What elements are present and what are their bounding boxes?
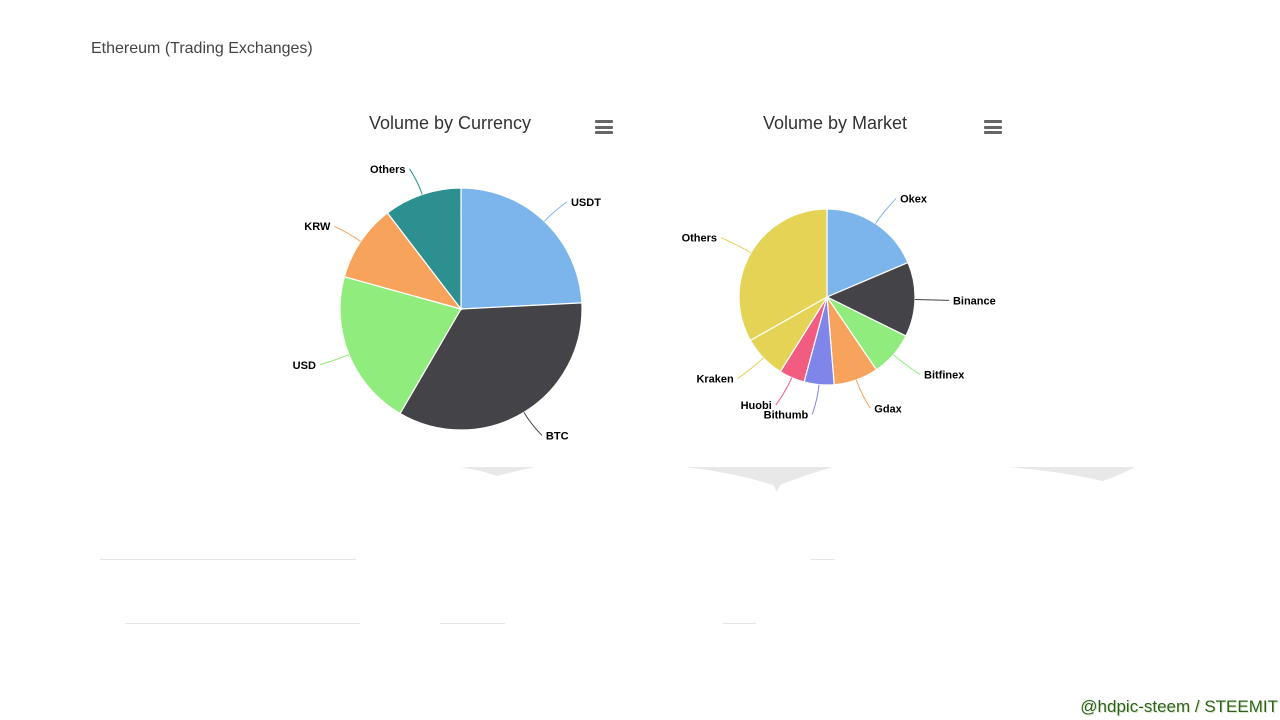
shadow-decoration xyxy=(460,467,535,476)
pie-slice-usd[interactable] xyxy=(339,275,462,415)
slice-label-krw: KRW xyxy=(304,221,331,233)
pie-svg: USDT BTC USD KRW Others xyxy=(293,164,602,443)
slice-label-bithumb: Bithumb xyxy=(764,410,809,422)
divider xyxy=(810,559,835,560)
connector-line xyxy=(544,201,568,222)
shadow-decoration xyxy=(1008,467,1135,481)
slice-label-huobi: Huobi xyxy=(741,400,772,412)
market-chart: Volume by Market Okex Binance Bitfinex Gdax… xyxy=(655,100,1015,460)
pie-slice-usdt[interactable] xyxy=(460,187,583,310)
pie-slice-binance[interactable] xyxy=(825,261,916,337)
pie-slice-krw[interactable] xyxy=(343,212,463,311)
slice-label-gdax: Gdax xyxy=(874,403,902,415)
connector-line xyxy=(811,384,820,415)
slice-label-bitfinex: Bitfinex xyxy=(924,369,965,381)
connector-line xyxy=(855,379,871,409)
pie-slice-btc[interactable] xyxy=(399,302,583,431)
pie-slice-others[interactable] xyxy=(386,187,462,311)
divider xyxy=(100,559,356,560)
slice-label-okex: Okex xyxy=(900,194,928,206)
connector-line xyxy=(319,354,350,366)
divider xyxy=(723,623,756,624)
connector-line xyxy=(914,298,949,301)
connector-line xyxy=(737,357,764,379)
connector-line xyxy=(523,412,543,436)
connector-line xyxy=(334,225,361,242)
slice-label-btc: BTC xyxy=(546,430,569,442)
connector-line xyxy=(720,237,752,254)
divider xyxy=(440,623,505,624)
connector-line xyxy=(893,354,921,375)
slice-label-others: Others xyxy=(682,233,717,245)
slice-label-others: Others xyxy=(370,164,405,176)
connector-line xyxy=(775,377,793,406)
watermark: @hdpic-steem / STEEMIT xyxy=(1080,697,1278,716)
divider xyxy=(125,623,360,624)
slice-label-kraken: Kraken xyxy=(696,374,734,386)
slice-label-binance: Binance xyxy=(953,295,996,307)
shadow-decoration xyxy=(685,467,833,492)
hamburger-menu-icon[interactable] xyxy=(595,120,613,136)
pie-slice-okex[interactable] xyxy=(826,208,909,298)
slice-label-usd: USD xyxy=(293,360,316,372)
chart-title: Volume by Currency xyxy=(368,113,532,133)
hamburger-menu-icon[interactable] xyxy=(984,120,1002,136)
page-title: Ethereum (Trading Exchanges) xyxy=(91,40,313,57)
chart-title: Volume by Market xyxy=(762,113,908,133)
connector-line xyxy=(875,198,897,224)
slice-label-usdt: USDT xyxy=(571,197,601,209)
currency-chart: Volume by Currency USDT BTC USD KRW Others xyxy=(270,100,630,460)
connector-line xyxy=(409,168,423,195)
